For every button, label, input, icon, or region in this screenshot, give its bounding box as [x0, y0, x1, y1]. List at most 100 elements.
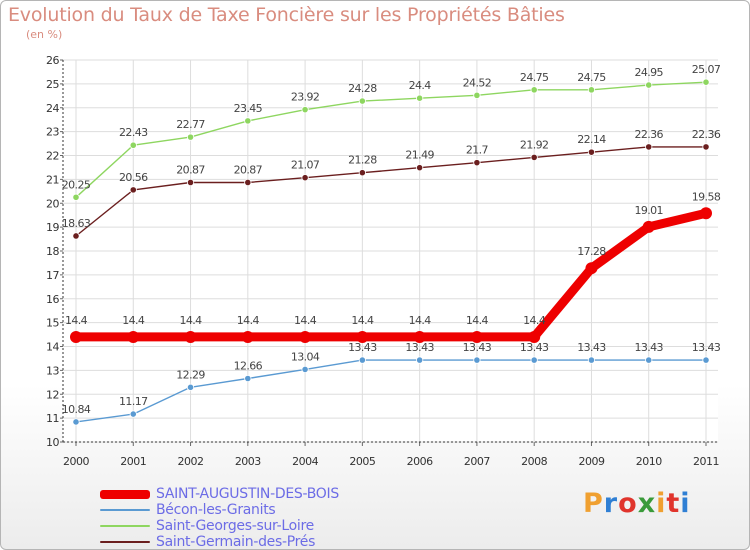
legend-item-saint-georges: Saint-Georges-sur-Loire — [100, 518, 339, 534]
x-tick-label: 2011 — [693, 455, 719, 468]
data-label: 20.87 — [234, 163, 263, 176]
data-label: 22.36 — [692, 128, 721, 141]
y-tick-label: 24 — [46, 102, 59, 115]
y-tick-label: 13 — [46, 364, 59, 377]
data-point — [72, 193, 80, 201]
data-label: 14.4 — [179, 314, 202, 327]
y-tick-label: 22 — [46, 150, 59, 163]
series-line — [75, 359, 707, 423]
data-label: 21.92 — [520, 138, 549, 151]
data-label: 12.29 — [176, 368, 205, 381]
data-label: 25.07 — [692, 63, 721, 76]
data-label: 24.75 — [520, 71, 549, 84]
legend-label: SAINT-AUGUSTIN-DES-BOIS — [156, 486, 339, 502]
data-point — [587, 86, 596, 94]
data-point — [301, 365, 309, 374]
data-label: 24.75 — [577, 71, 606, 84]
data-point — [70, 330, 82, 343]
legend-item-saint-augustin: SAINT-AUGUSTIN-DES-BOIS — [100, 486, 339, 502]
legend-label: Saint-Germain-des-Prés — [156, 534, 316, 550]
x-tick-label: 2008 — [521, 455, 547, 468]
data-label: 13.43 — [692, 341, 721, 354]
data-label: 13.43 — [520, 341, 549, 354]
data-label: 12.66 — [234, 359, 263, 372]
chart-title: Evolution du Taux de Taxe Foncière sur l… — [8, 4, 565, 26]
logo-letter: o — [618, 488, 638, 519]
data-label: 14.4 — [523, 314, 546, 327]
data-label: 14.4 — [65, 314, 88, 327]
y-tick-label: 23 — [46, 126, 59, 139]
legend-item-becon: Bécon-les-Granits — [100, 502, 339, 518]
series-line — [75, 146, 707, 237]
data-label: 21.49 — [405, 149, 434, 162]
data-point — [186, 178, 195, 187]
data-point — [358, 97, 366, 105]
data-point — [244, 117, 252, 125]
logo-letter: i — [680, 488, 691, 519]
data-point — [301, 174, 309, 182]
proxiti-logo: Proxiti — [583, 488, 691, 519]
data-label: 21.28 — [348, 154, 377, 167]
data-point — [645, 356, 653, 364]
data-label: 13.43 — [577, 341, 606, 354]
data-label: 14.4 — [237, 314, 260, 327]
legend-swatch — [100, 509, 150, 511]
x-tick-label: 2001 — [120, 455, 146, 468]
legend-item-saint-germain: Saint-Germain-des-Prés — [100, 534, 339, 550]
data-point — [528, 330, 541, 343]
y-tick-label: 10 — [46, 436, 59, 449]
data-point — [587, 356, 596, 364]
data-label: 14.4 — [122, 314, 145, 327]
data-point — [587, 148, 596, 156]
data-label: 19.58 — [692, 190, 721, 203]
y-tick-label: 21 — [46, 173, 59, 186]
data-point — [129, 186, 137, 194]
x-tick-label: 2000 — [63, 455, 89, 468]
y-tick-label: 25 — [46, 78, 59, 91]
data-point — [416, 356, 424, 364]
x-tick-label: 2002 — [178, 455, 204, 468]
data-point — [129, 141, 137, 149]
data-label: 13.43 — [634, 341, 663, 354]
data-label: 14.4 — [466, 314, 489, 327]
data-point — [186, 383, 195, 391]
data-label: 20.25 — [62, 178, 91, 191]
series-line — [71, 208, 711, 342]
data-point — [645, 81, 653, 89]
data-point — [184, 330, 197, 343]
data-label: 20.56 — [119, 171, 148, 184]
data-point — [530, 86, 538, 94]
y-tick-label: 18 — [46, 245, 59, 258]
data-point — [585, 262, 598, 275]
y-tick-label: 16 — [46, 293, 59, 306]
data-point — [530, 356, 538, 364]
data-label: 23.45 — [234, 102, 263, 115]
legend-label: Saint-Georges-sur-Loire — [156, 518, 314, 534]
data-label: 24.28 — [348, 82, 377, 95]
data-point — [702, 143, 710, 151]
data-label: 17.28 — [577, 245, 606, 258]
data-label: 24.95 — [634, 66, 663, 79]
logo-letter: t — [666, 488, 681, 519]
legend-swatch — [100, 541, 150, 543]
data-label: 11.17 — [119, 395, 148, 408]
data-label: 21.7 — [466, 144, 489, 157]
data-label: 13.43 — [463, 341, 492, 354]
legend-swatch — [100, 525, 150, 527]
data-point — [241, 330, 254, 343]
x-tick-label: 2007 — [464, 455, 490, 468]
data-point — [358, 169, 366, 177]
data-point — [700, 207, 712, 220]
x-tick-label: 2006 — [407, 455, 433, 468]
data-point — [301, 106, 309, 114]
y-tick-label: 20 — [46, 197, 59, 210]
y-axis-unit: (en %) — [26, 28, 63, 41]
data-point — [702, 78, 710, 86]
data-label: 22.14 — [577, 133, 606, 146]
logo-letter: x — [637, 488, 657, 519]
data-point — [299, 330, 312, 343]
logo-letter: i — [656, 488, 667, 519]
data-point — [473, 356, 481, 364]
data-point — [127, 330, 140, 343]
